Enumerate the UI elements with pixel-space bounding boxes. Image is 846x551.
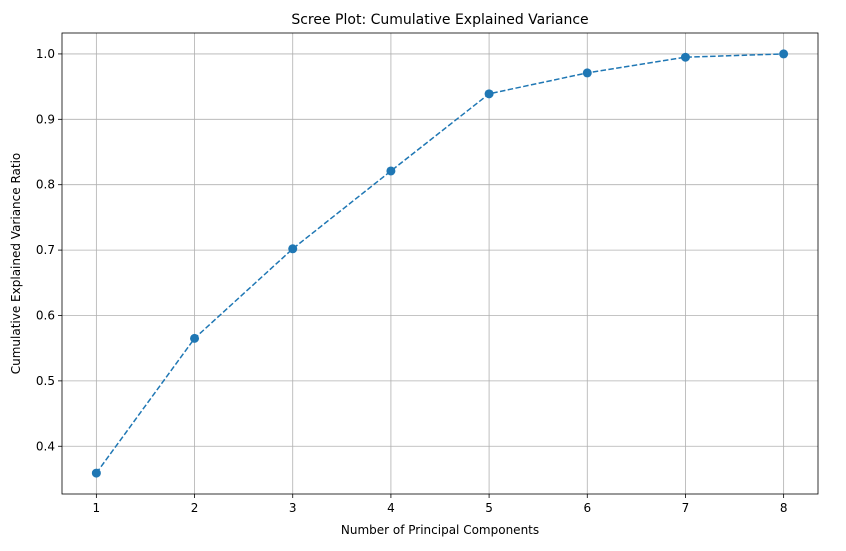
- x-tick-label: 6: [583, 501, 591, 515]
- x-tick-label: 3: [289, 501, 297, 515]
- y-tick-label: 1.0: [36, 47, 55, 61]
- axis-ticks: 1 2 3 4 5 6 7 8 0.4 0.5 0.6 0.7 0.8 0.9 1.0: [36, 47, 788, 515]
- x-tick-label: 2: [191, 501, 199, 515]
- y-tick-label: 0.4: [36, 439, 55, 453]
- data-point: [91, 468, 101, 478]
- series: [91, 49, 789, 478]
- data-point: [190, 333, 200, 343]
- x-tick-label: 5: [485, 501, 493, 515]
- y-tick-label: 0.8: [36, 178, 55, 192]
- grid-lines: [62, 33, 818, 494]
- data-point: [386, 166, 396, 176]
- data-point: [680, 52, 690, 62]
- x-tick-label: 4: [387, 501, 395, 515]
- data-point: [779, 49, 789, 59]
- series-line: [95, 53, 784, 474]
- y-tick-label: 0.9: [36, 112, 55, 126]
- data-point: [582, 68, 592, 78]
- y-tick-label: 0.7: [36, 243, 55, 257]
- y-tick-label: 0.5: [36, 374, 55, 388]
- y-tick-label: 0.6: [36, 308, 55, 322]
- y-axis-label: Cumulative Explained Variance Ratio: [9, 153, 23, 375]
- x-tick-label: 8: [780, 501, 788, 515]
- x-axis-label: Number of Principal Components: [341, 523, 539, 537]
- plot-frame: [61, 32, 819, 495]
- x-tick-label: 7: [682, 501, 690, 515]
- data-point: [288, 244, 298, 254]
- x-tick-label: 1: [93, 501, 101, 515]
- data-point: [484, 89, 494, 99]
- chart-title: Scree Plot: Cumulative Explained Varianc…: [291, 12, 588, 28]
